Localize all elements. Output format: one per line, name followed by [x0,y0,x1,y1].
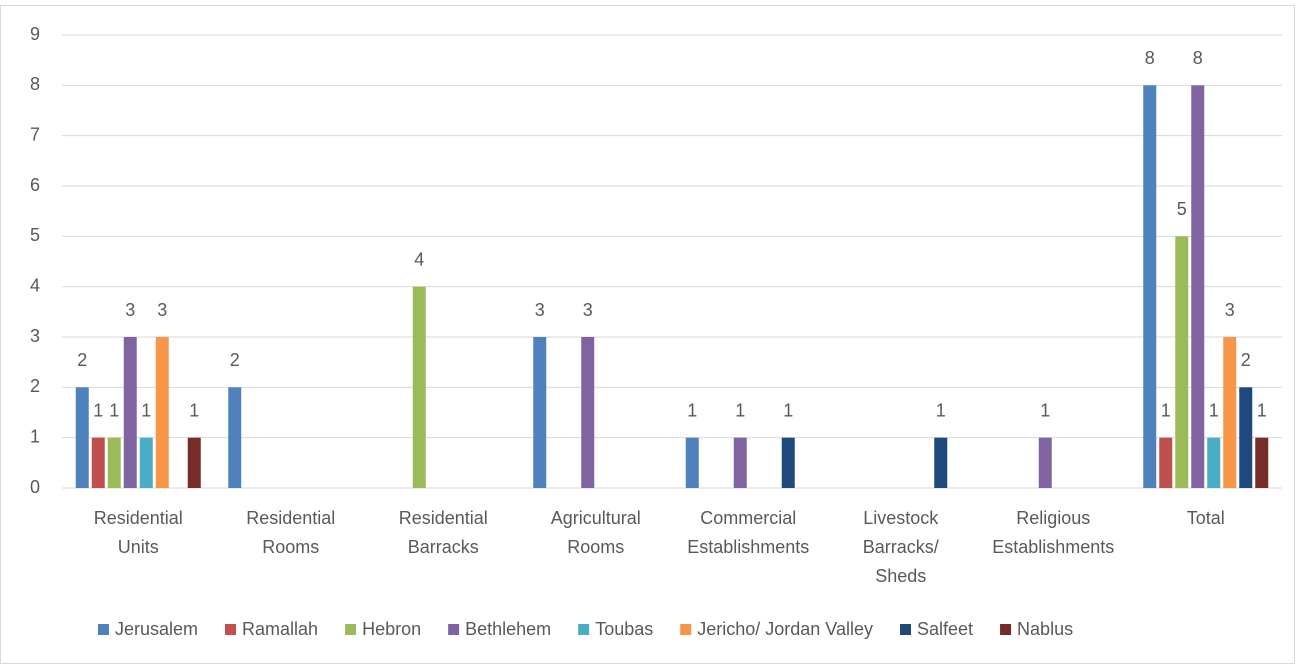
legend-label: Bethlehem [465,619,551,639]
data-label: 1 [1257,400,1267,420]
legend-swatch [448,624,460,635]
data-label: 1 [189,400,199,420]
legend-label: Jerusalem [115,619,198,639]
data-label: 2 [77,350,87,370]
legend-swatch [900,624,911,635]
data-label: 3 [157,300,167,320]
bar [1223,337,1237,488]
bar [1175,236,1189,488]
data-label: 1 [936,400,946,420]
data-label: 8 [1193,48,1203,68]
data-label: 1 [93,400,103,420]
bar [187,437,201,488]
data-label: 1 [687,400,697,420]
data-label: 1 [141,400,151,420]
legend-swatch [98,624,109,635]
bar [107,437,121,488]
legend-swatch [680,624,692,635]
y-tick-label: 1 [30,426,40,446]
chart-border [0,5,1295,664]
x-tick-label: Residential Barracks [399,508,488,557]
bar [412,286,426,488]
bar [781,437,795,488]
x-tick-label: Livestock Barracks/Sheds [863,508,940,586]
bar [1143,85,1157,488]
x-tick-label: Religious Establishments [992,508,1114,557]
bar [1239,387,1253,488]
y-tick-label: 9 [30,24,40,44]
data-label: 1 [1040,400,1050,420]
data-label: 5 [1177,199,1187,219]
data-label: 8 [1145,48,1155,68]
data-label: 4 [414,249,424,269]
data-label: 1 [1161,400,1171,420]
x-tick-label: Agricultural Rooms [551,508,641,557]
bar [1191,85,1205,488]
y-tick-label: 7 [30,124,40,144]
data-label: 3 [583,300,593,320]
x-tick-label: Residential Rooms [246,508,335,557]
legend-label: Salfeet [917,619,973,639]
bar [91,437,105,488]
bar [155,337,169,488]
legend-swatch [1000,624,1012,635]
legend-label: Toubas [595,619,653,639]
bar [123,337,137,488]
legend-label: Ramallah [242,619,318,639]
y-tick-label: 4 [30,275,40,295]
data-label: 2 [1241,350,1251,370]
bar [1207,437,1221,488]
legend-swatch [225,624,237,635]
legend-label: Hebron [362,619,421,639]
bar [75,387,89,488]
bar [1255,437,1269,488]
bar [1159,437,1173,488]
y-tick-label: 5 [30,225,40,245]
legend-label: Nablus [1017,619,1073,639]
data-label: 3 [535,300,545,320]
y-tick-label: 3 [30,326,40,346]
data-label: 1 [783,400,793,420]
bar [139,437,153,488]
bar [1038,437,1052,488]
data-label: 1 [109,400,119,420]
legend-swatch [578,624,590,635]
x-tick-label: Total [1187,508,1225,528]
legend-label: Jericho/ Jordan Valley [697,619,873,639]
data-label: 1 [1209,400,1219,420]
data-label: 3 [1225,300,1235,320]
legend-swatch [345,624,357,635]
x-tick-label: Residential Units [94,508,183,557]
x-tick-label: Commercial Establishments [687,508,809,557]
y-tick-label: 2 [30,376,40,396]
y-tick-label: 0 [30,477,40,497]
data-label: 3 [125,300,135,320]
bar [934,437,948,488]
data-label: 2 [230,350,240,370]
y-tick-label: 8 [30,74,40,94]
bar [581,337,595,488]
bar [228,387,242,488]
y-tick-label: 6 [30,175,40,195]
bar [533,337,547,488]
bar [733,437,747,488]
data-label: 1 [735,400,745,420]
bar [685,437,699,488]
